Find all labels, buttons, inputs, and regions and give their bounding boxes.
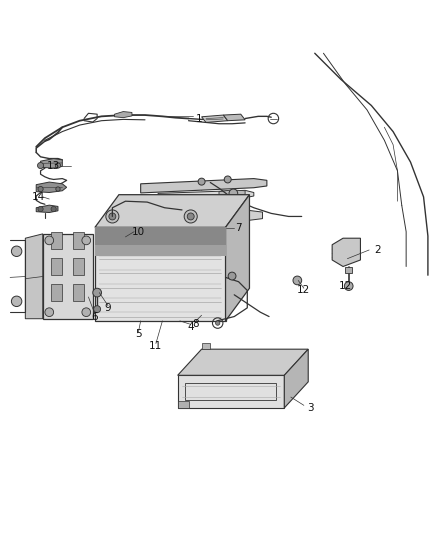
Polygon shape bbox=[25, 234, 43, 319]
Polygon shape bbox=[95, 195, 250, 228]
Circle shape bbox=[229, 189, 238, 198]
Circle shape bbox=[109, 213, 116, 220]
Text: 7: 7 bbox=[235, 223, 242, 233]
Circle shape bbox=[344, 282, 353, 290]
Circle shape bbox=[187, 213, 194, 220]
Text: 4: 4 bbox=[187, 321, 194, 332]
Polygon shape bbox=[332, 238, 360, 266]
Text: 13: 13 bbox=[47, 161, 60, 172]
Circle shape bbox=[228, 272, 236, 280]
Text: 9: 9 bbox=[105, 303, 111, 313]
Circle shape bbox=[56, 187, 60, 191]
Circle shape bbox=[106, 210, 119, 223]
Polygon shape bbox=[223, 114, 245, 120]
Bar bbox=[51, 284, 62, 301]
Bar bbox=[73, 232, 84, 249]
Polygon shape bbox=[201, 115, 228, 123]
Polygon shape bbox=[284, 349, 308, 408]
Polygon shape bbox=[201, 343, 210, 349]
Circle shape bbox=[51, 206, 56, 212]
Polygon shape bbox=[167, 193, 184, 209]
Polygon shape bbox=[178, 349, 308, 375]
Polygon shape bbox=[219, 193, 237, 207]
Text: 3: 3 bbox=[307, 403, 314, 413]
Polygon shape bbox=[178, 401, 188, 408]
Polygon shape bbox=[226, 195, 250, 321]
Polygon shape bbox=[41, 158, 62, 168]
Circle shape bbox=[55, 163, 60, 168]
Circle shape bbox=[38, 163, 44, 168]
Polygon shape bbox=[43, 234, 93, 319]
Circle shape bbox=[82, 236, 91, 245]
Polygon shape bbox=[95, 245, 226, 256]
Circle shape bbox=[94, 305, 101, 313]
Text: 11: 11 bbox=[149, 341, 162, 351]
Circle shape bbox=[38, 206, 43, 212]
Bar bbox=[51, 258, 62, 275]
Bar bbox=[73, 284, 84, 301]
Circle shape bbox=[45, 236, 53, 245]
Text: 6: 6 bbox=[92, 312, 98, 321]
Polygon shape bbox=[158, 190, 254, 201]
Circle shape bbox=[45, 308, 53, 317]
Circle shape bbox=[198, 178, 205, 185]
Text: 2: 2 bbox=[374, 245, 381, 255]
Text: 12: 12 bbox=[297, 286, 311, 295]
Circle shape bbox=[11, 246, 22, 256]
Circle shape bbox=[11, 296, 22, 306]
Circle shape bbox=[82, 308, 91, 317]
Circle shape bbox=[38, 187, 43, 192]
Bar bbox=[51, 232, 62, 249]
Circle shape bbox=[224, 176, 231, 183]
Polygon shape bbox=[219, 190, 245, 196]
Circle shape bbox=[184, 210, 197, 223]
Circle shape bbox=[93, 288, 102, 297]
Polygon shape bbox=[36, 205, 58, 213]
Polygon shape bbox=[95, 228, 226, 245]
Text: 5: 5 bbox=[135, 329, 142, 339]
Polygon shape bbox=[141, 179, 267, 193]
Text: 14: 14 bbox=[32, 192, 45, 202]
Text: 10: 10 bbox=[132, 227, 145, 237]
Bar bbox=[73, 258, 84, 275]
Polygon shape bbox=[95, 228, 226, 321]
Text: 1: 1 bbox=[196, 115, 203, 124]
Polygon shape bbox=[115, 111, 132, 118]
Circle shape bbox=[215, 321, 220, 325]
Polygon shape bbox=[345, 266, 352, 273]
Polygon shape bbox=[178, 375, 284, 408]
Polygon shape bbox=[36, 182, 67, 192]
Text: 12: 12 bbox=[339, 281, 352, 291]
Text: 8: 8 bbox=[192, 319, 198, 329]
Circle shape bbox=[293, 276, 302, 285]
Polygon shape bbox=[115, 210, 262, 225]
